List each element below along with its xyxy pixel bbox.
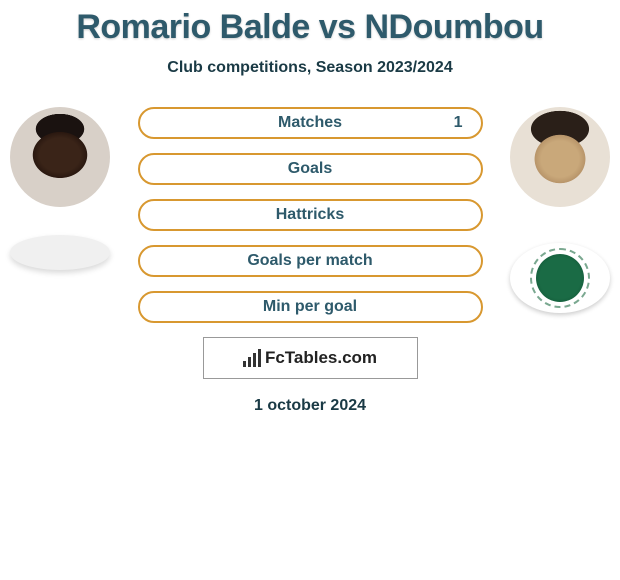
avatar-face-icon xyxy=(510,107,610,207)
stat-row-hattricks: Hattricks xyxy=(138,199,483,231)
brand-badge[interactable]: FcTables.com xyxy=(203,337,418,379)
stat-label: Goals per match xyxy=(247,252,372,270)
stat-label: Hattricks xyxy=(276,206,344,224)
stat-row-goals-per-match: Goals per match xyxy=(138,245,483,277)
avatar-face-icon xyxy=(10,107,110,207)
stat-rows: Matches 1 Goals Hattricks Goals per matc… xyxy=(138,107,483,323)
player-right-avatar xyxy=(510,107,610,207)
stat-label: Min per goal xyxy=(263,298,357,316)
stat-row-goals: Goals xyxy=(138,153,483,185)
page-title: Romario Balde vs NDoumbou xyxy=(0,0,620,47)
stat-label: Goals xyxy=(288,160,332,178)
date-text: 1 october 2024 xyxy=(0,397,620,415)
comparison-panel: Matches 1 Goals Hattricks Goals per matc… xyxy=(0,107,620,415)
team-crest-icon xyxy=(536,254,584,302)
team-left-badge xyxy=(10,235,110,270)
stat-value-right: 1 xyxy=(454,114,463,132)
subtitle: Club competitions, Season 2023/2024 xyxy=(0,59,620,77)
team-right-badge xyxy=(510,243,610,313)
brand-text: FcTables.com xyxy=(265,348,377,368)
stat-label: Matches xyxy=(278,114,342,132)
stat-row-matches: Matches 1 xyxy=(138,107,483,139)
stat-row-min-per-goal: Min per goal xyxy=(138,291,483,323)
player-left-avatar xyxy=(10,107,110,207)
bar-chart-icon xyxy=(243,349,261,367)
